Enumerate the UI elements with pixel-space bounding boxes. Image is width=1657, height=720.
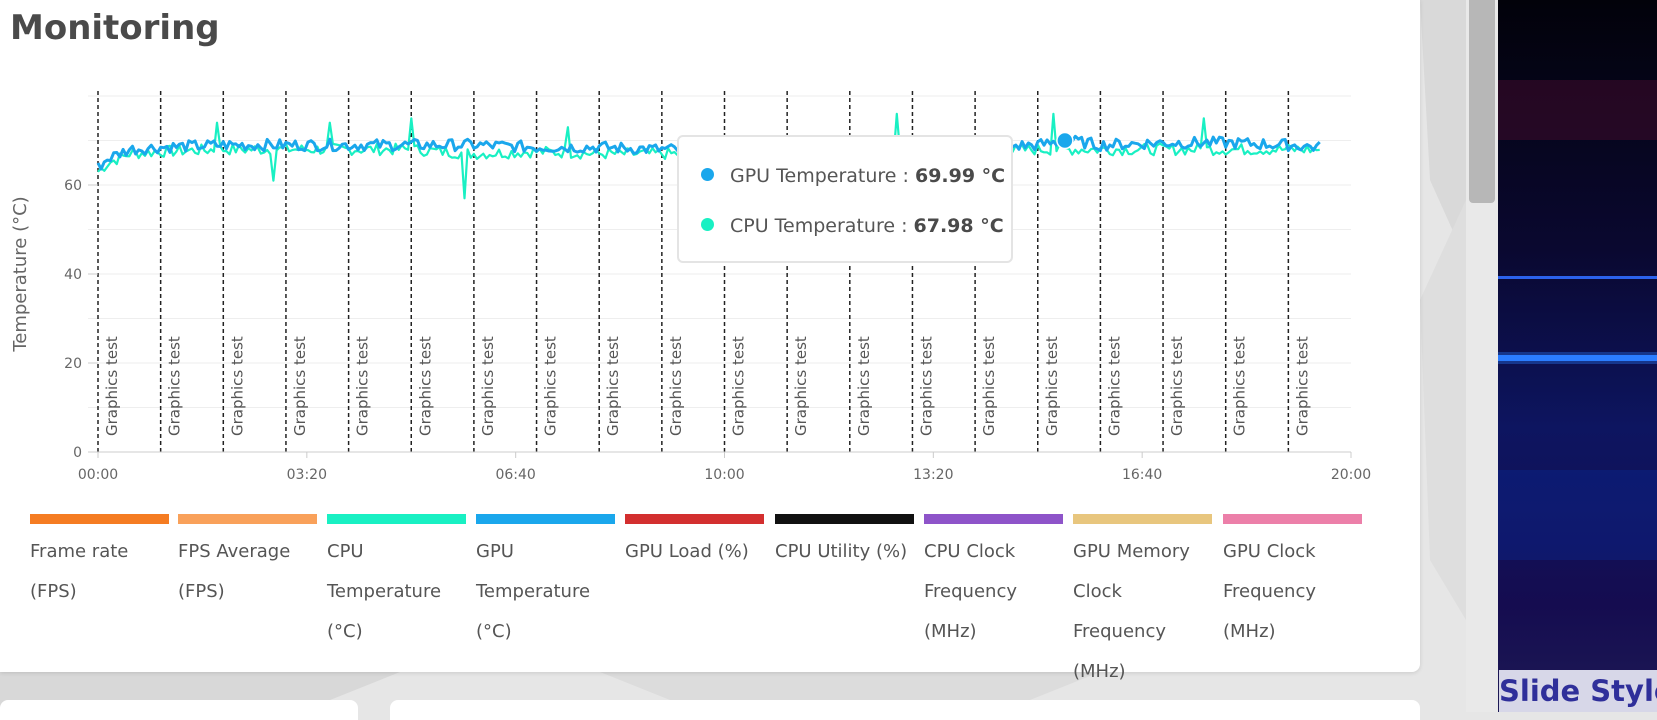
legend-swatch xyxy=(775,514,914,524)
legend-label: CPU Utility (%) xyxy=(775,541,908,562)
legend-item-gpu-memory-clock[interactable]: GPU Memory Clock Frequency (MHz) xyxy=(1073,514,1213,692)
annotation-label: Graphics test xyxy=(354,336,372,436)
legend-swatch xyxy=(924,514,1063,524)
legend-item-cpu-clock[interactable]: CPU Clock Frequency (MHz) xyxy=(924,514,1064,652)
bottom-card-left xyxy=(0,700,358,720)
legend-swatch xyxy=(625,514,764,524)
legend-swatch xyxy=(1073,514,1212,524)
annotation-label: Graphics test xyxy=(1105,336,1123,436)
chart-tooltip: GPU Temperature : 69.99 °C CPU Temperatu… xyxy=(677,135,1013,263)
y-tick-label: 0 xyxy=(73,445,82,461)
legend-swatch xyxy=(327,514,466,524)
annotation-label: Graphics test xyxy=(855,336,873,436)
legend-item-cpu-utility[interactable]: CPU Utility (%) xyxy=(775,514,915,572)
tooltip-gpu-label: GPU Temperature : xyxy=(730,165,915,187)
temperature-line-chart[interactable]: Graphics test Graphics test Graphics test G… xyxy=(0,70,1400,500)
annotation-label: Graphics test xyxy=(917,336,935,436)
tooltip-row-cpu: CPU Temperature : 67.98 °C xyxy=(701,215,1004,237)
annotation-label: Graphics test xyxy=(1293,336,1311,436)
x-tick-label: 16:40 xyxy=(1122,467,1162,483)
annotation-label: Graphics test xyxy=(730,336,748,436)
annotation-label: Graphics test xyxy=(604,336,622,436)
legend-label: CPU Temperature (°C) xyxy=(327,541,442,642)
x-tick-label: 10:00 xyxy=(704,467,744,483)
annotation-label: Graphics test xyxy=(479,336,497,436)
annotation-label: Graphics test xyxy=(416,336,434,436)
gpu-series-dot-icon xyxy=(701,168,714,181)
legend-item-gpu-temperature[interactable]: GPU Temperature (°C) xyxy=(476,514,616,652)
x-tick-label: 13:20 xyxy=(913,467,953,483)
legend-item-gpu-clock[interactable]: GPU Clock Frequency (MHz) xyxy=(1223,514,1363,652)
legend-item-gpu-load[interactable]: GPU Load (%) xyxy=(625,514,765,572)
annotation-label: Graphics test xyxy=(980,336,998,436)
x-tick-label: 06:40 xyxy=(495,467,535,483)
tooltip-cpu-value: 67.98 °C xyxy=(913,215,1004,237)
preview-light-streaks xyxy=(1498,80,1657,560)
tooltip-cpu-label: CPU Temperature : xyxy=(730,215,914,237)
y-tick-label: 20 xyxy=(64,356,82,372)
annotation-label: Graphics test xyxy=(228,336,246,436)
legend-label: GPU Temperature (°C) xyxy=(476,541,591,642)
monitoring-card: Monitoring Graphics test Graphics test Gra… xyxy=(0,0,1420,682)
bottom-card-right xyxy=(390,700,1420,720)
legend-swatch xyxy=(178,514,317,524)
annotation-label: Graphics test xyxy=(667,336,685,436)
annotation-label: Graphics test xyxy=(166,336,184,436)
annotation-label: Graphics test xyxy=(1231,336,1249,436)
y-axis-label: Temperature (°C) xyxy=(10,196,31,352)
legend-label: CPU Clock Frequency (MHz) xyxy=(924,541,1017,642)
y-tick-label: 40 xyxy=(64,267,82,283)
annotation-label: Graphics test xyxy=(103,336,121,436)
tooltip-row-gpu: GPU Temperature : 69.99 °C xyxy=(701,165,1005,187)
legend-swatch xyxy=(476,514,615,524)
legend-label: Frame rate (FPS) xyxy=(30,541,129,602)
annotation-label: Graphics test xyxy=(542,336,560,436)
annotation-label: Graphics test xyxy=(1168,336,1186,436)
legend-swatch xyxy=(30,514,169,524)
annotation-label: Graphics test xyxy=(792,336,810,436)
hover-point xyxy=(1056,131,1074,150)
x-tick-label: 00:00 xyxy=(78,467,118,483)
annotation-label: Graphics test xyxy=(1043,336,1061,436)
x-tick-label: 03:20 xyxy=(287,467,327,483)
legend-label: GPU Clock Frequency (MHz) xyxy=(1223,541,1316,642)
legend-swatch xyxy=(1223,514,1362,524)
legend-label: GPU Memory Clock Frequency (MHz) xyxy=(1073,541,1190,682)
legend-label: FPS Average (FPS) xyxy=(178,541,291,602)
preview-caption: Slide Style xyxy=(1499,670,1657,712)
theme-preview-panel[interactable] xyxy=(1498,0,1657,712)
x-tick-label: 20:00 xyxy=(1331,467,1371,483)
legend-item-frame-rate[interactable]: Frame rate (FPS) xyxy=(30,514,170,612)
cpu-series-dot-icon xyxy=(701,218,714,231)
legend-label: GPU Load (%) xyxy=(625,541,749,562)
legend-item-fps-average[interactable]: FPS Average (FPS) xyxy=(178,514,318,612)
page-title: Monitoring xyxy=(10,8,220,48)
tooltip-gpu-value: 69.99 °C xyxy=(914,165,1006,187)
legend-item-cpu-temperature[interactable]: CPU Temperature (°C) xyxy=(327,514,467,652)
y-tick-label: 60 xyxy=(64,178,82,194)
scrollbar-thumb[interactable] xyxy=(1469,0,1495,203)
annotation-label: Graphics test xyxy=(291,336,309,436)
